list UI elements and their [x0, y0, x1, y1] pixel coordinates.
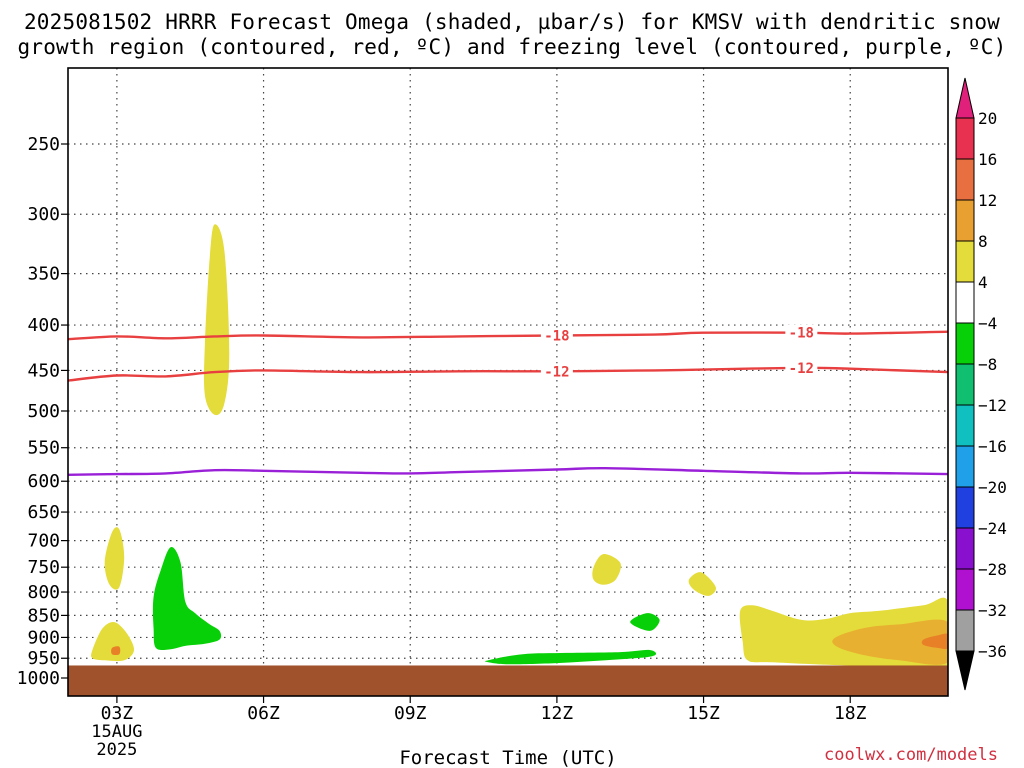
- omega-region-1: [104, 527, 125, 590]
- omega-region-9: [152, 547, 222, 651]
- omega-region-4: [688, 572, 716, 596]
- y-tick-label-900: 900: [27, 627, 60, 648]
- colorbar-band-8: [955, 445, 975, 488]
- y-tick-label-650: 650: [27, 502, 60, 523]
- colorbar-band-2: [955, 199, 975, 242]
- contour-labels: -18 -18 -12 -12: [540, 324, 818, 380]
- ground-layer: [68, 665, 948, 696]
- colorbar-top-arrow: [955, 77, 975, 119]
- colorbar-band-9: [955, 486, 975, 529]
- contour-label-2: -12: [544, 364, 569, 380]
- omega-shaded-regions: [91, 224, 948, 671]
- omega-region-11: [484, 649, 657, 665]
- colorbar-tick-13: −36: [978, 642, 1007, 661]
- omega-region-6: [832, 619, 948, 665]
- y-tick-label-450: 450: [27, 360, 60, 381]
- date-label-1: 2025: [96, 740, 137, 760]
- colorbar-tick-12: −32: [978, 601, 1007, 620]
- colorbar-tick-5: −4: [978, 314, 997, 333]
- credit-link[interactable]: coolwx.com/models: [824, 745, 998, 765]
- omega-region-0: [203, 224, 230, 416]
- colorbar-band-5: [955, 322, 975, 365]
- colorbar-band-0: [955, 117, 975, 160]
- x-axis-label: Forecast Time (UTC): [399, 747, 616, 768]
- omega-region-8: [111, 646, 121, 656]
- y-tick-label-800: 800: [27, 582, 60, 603]
- colorbar-tick-8: −16: [978, 437, 1007, 456]
- colorbar-tick-6: −8: [978, 355, 997, 374]
- colorbar-tick-0: 20: [978, 109, 997, 128]
- x-tick-label-03Z: 03Z: [101, 703, 134, 724]
- y-tick-label-400: 400: [27, 315, 60, 336]
- omega-region-2: [91, 621, 135, 662]
- contour-label-1: -18: [789, 326, 814, 342]
- omega-colorbar: 20 16 12 8 4 −4 −8 −12 −16 −20 −24 −28 −32 −36: [955, 77, 1007, 691]
- colorbar-band-7: [955, 404, 975, 447]
- y-tick-label-1000: 1000: [17, 668, 60, 689]
- omega-region-7: [921, 633, 948, 650]
- colorbar-band-11: [955, 568, 975, 611]
- y-tick-label-500: 500: [27, 401, 60, 422]
- plot-frame: [67, 67, 949, 697]
- colorbar-tick-4: 4: [978, 273, 988, 292]
- pressure-axis: 2503003504004505005506006507007508008509…: [17, 134, 68, 689]
- y-tick-label-600: 600: [27, 471, 60, 492]
- colorbar-band-12: [955, 609, 975, 652]
- y-tick-label-550: 550: [27, 438, 60, 459]
- colorbar-band-4: [955, 281, 975, 324]
- colorbar-tick-3: 8: [978, 232, 988, 251]
- y-tick-label-750: 750: [27, 557, 60, 578]
- ground-fill: [68, 665, 948, 696]
- y-tick-label-700: 700: [27, 531, 60, 552]
- plot-background: [68, 68, 948, 696]
- colorbar-tick-1: 16: [978, 150, 997, 169]
- colorbar-bottom-arrow: [955, 650, 975, 691]
- contour-label-3: -12: [789, 361, 814, 377]
- y-tick-label-300: 300: [27, 204, 60, 225]
- x-tick-label-12Z: 12Z: [541, 703, 574, 724]
- colorbar-tick-7: −12: [978, 396, 1007, 415]
- colorbar-tick-2: 12: [978, 191, 997, 210]
- colorbar-tick-10: −24: [978, 519, 1007, 538]
- contour-label-bg-1: [785, 324, 818, 341]
- x-tick-label-09Z: 09Z: [394, 703, 427, 724]
- chart-title: 2025081502 HRRR Forecast Omega (shaded, …: [17, 10, 1007, 59]
- colorbar-band-10: [955, 527, 975, 570]
- x-tick-label-06Z: 06Z: [247, 703, 280, 724]
- colorbar-tick-11: −28: [978, 560, 1007, 579]
- date-label-0: 15AUG: [91, 722, 142, 742]
- contour-label-bg-0: [540, 327, 573, 344]
- y-tick-label-850: 850: [27, 605, 60, 626]
- x-tick-label-18Z: 18Z: [834, 703, 867, 724]
- y-tick-label-250: 250: [27, 134, 60, 155]
- contour-label-bg-3: [785, 359, 818, 376]
- omega-region-3: [592, 554, 621, 585]
- colorbar-band-3: [955, 240, 975, 283]
- contour-label-bg-2: [540, 363, 573, 380]
- omega-region-10: [630, 613, 660, 631]
- y-tick-label-350: 350: [27, 264, 60, 285]
- contour-label-0: -18: [544, 328, 569, 344]
- colorbar-tick-9: −20: [978, 478, 1007, 497]
- y-tick-label-950: 950: [27, 648, 60, 669]
- contour-line-2: [68, 466, 948, 476]
- colorbar-band-1: [955, 158, 975, 201]
- x-tick-label-15Z: 15Z: [687, 703, 720, 724]
- colorbar-band-6: [955, 363, 975, 406]
